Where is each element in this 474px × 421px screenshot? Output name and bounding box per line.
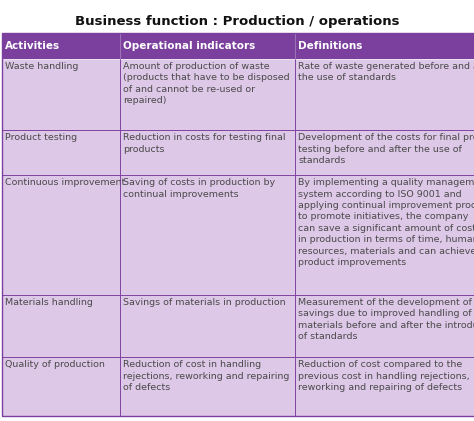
Text: Amount of production of waste
(products that have to be disposed
of and cannot b: Amount of production of waste (products … (123, 62, 290, 105)
Bar (2, 33, 120, 59)
Text: Product testing: Product testing (5, 133, 77, 142)
Text: Reduction in costs for testing final
products: Reduction in costs for testing final pro… (123, 133, 285, 154)
Text: Measurement of the development of
savings due to improved handling of
materials : Measurement of the development of saving… (298, 298, 474, 341)
Bar (2, 175, 120, 295)
Text: Operational indicators: Operational indicators (123, 41, 255, 51)
Text: Rate of waste generated before and after
the use of standards: Rate of waste generated before and after… (298, 62, 474, 83)
Bar (295, 295, 474, 357)
Text: Reduction of cost compared to the
previous cost in handling rejections,
reworkin: Reduction of cost compared to the previo… (298, 360, 470, 392)
Text: Saving of costs in production by
continual improvements: Saving of costs in production by continu… (123, 178, 275, 199)
Bar (2, 357, 120, 416)
Text: Definitions: Definitions (298, 41, 363, 51)
Bar (120, 357, 295, 416)
Text: Business function : Production / operations: Business function : Production / operati… (75, 15, 399, 28)
Bar (295, 59, 474, 130)
Bar (295, 357, 474, 416)
Bar (295, 130, 474, 175)
Text: Development of the costs for final product
testing before and after the use of
s: Development of the costs for final produ… (298, 133, 474, 165)
Bar (120, 59, 295, 130)
Bar (2, 59, 120, 130)
Text: Materials handling: Materials handling (5, 298, 93, 306)
Bar (295, 33, 474, 59)
Text: Activities: Activities (5, 41, 60, 51)
Text: Savings of materials in production: Savings of materials in production (123, 298, 286, 306)
Bar (2, 130, 120, 175)
Text: Reduction of cost in handling
rejections, reworking and repairing
of defects: Reduction of cost in handling rejections… (123, 360, 289, 392)
Bar (120, 175, 295, 295)
Text: Quality of production: Quality of production (5, 360, 105, 369)
Bar (120, 130, 295, 175)
Bar (295, 175, 474, 295)
Bar (2, 295, 120, 357)
Bar (120, 295, 295, 357)
Text: By implementing a quality management
system according to ISO 9001 and
applying c: By implementing a quality management sys… (298, 178, 474, 267)
Text: Waste handling: Waste handling (5, 62, 78, 71)
Bar (120, 33, 295, 59)
Text: Continuous improvement: Continuous improvement (5, 178, 125, 187)
